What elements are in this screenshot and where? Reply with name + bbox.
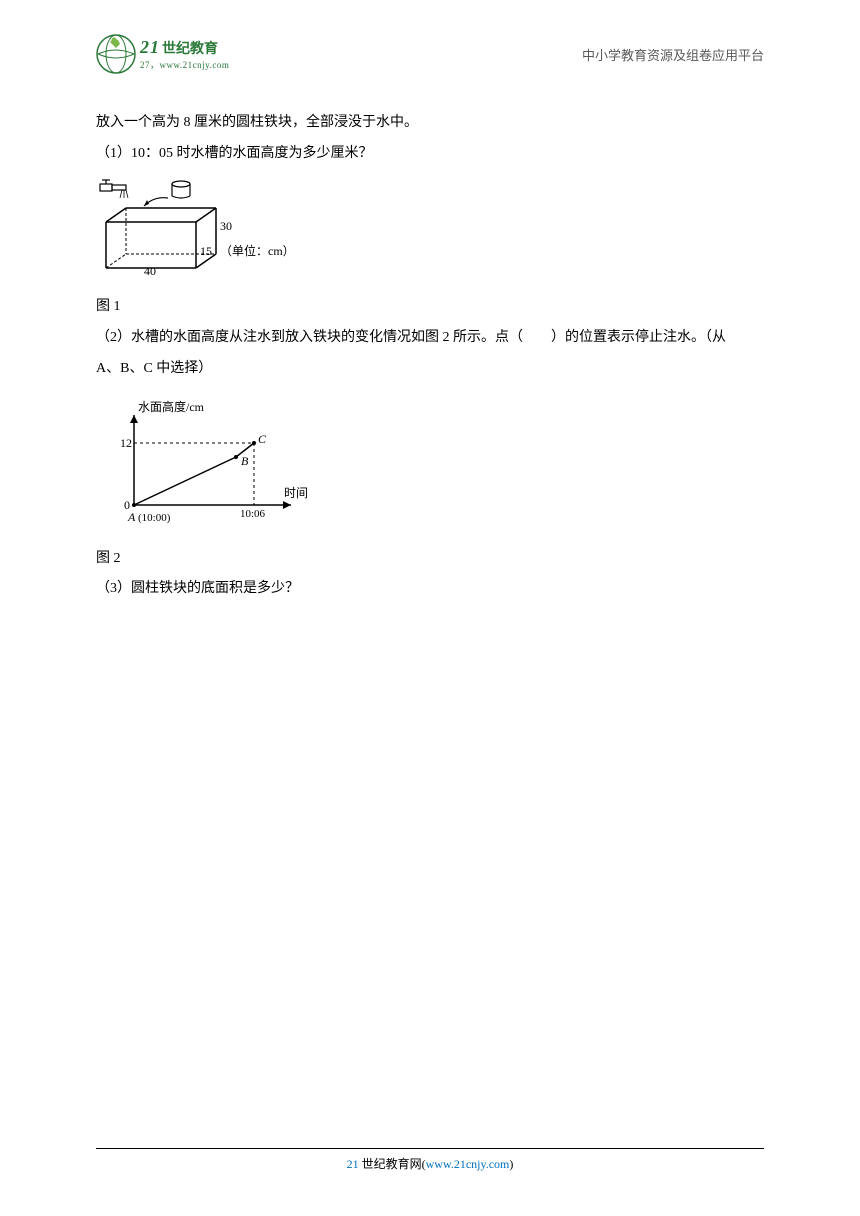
fig2-ylabel: 水面高度/cm bbox=[138, 399, 205, 414]
question-2-part1: （2）水槽的水面高度从注水到放入铁块的变化情况如图 2 所示。点（ ）的位置表示… bbox=[96, 323, 764, 354]
fig2-xlabel: 时间 bbox=[284, 486, 308, 500]
fig1-label-40: 40 bbox=[144, 264, 156, 276]
logo-edu: 世纪教育 bbox=[162, 38, 218, 58]
figure-2: 水面高度/cm 12 0 A (10:00) B C 10:06 时间 bbox=[96, 395, 764, 538]
question-2-part2: A、B、C 中选择） bbox=[96, 354, 764, 385]
fig2-time-end: 10:06 bbox=[240, 508, 266, 520]
logo-text: 21 世纪教育 27，www.21cnjy.com bbox=[140, 37, 229, 71]
logo-url: 27，www.21cnjy.com bbox=[140, 58, 229, 71]
figure-2-caption: 图 2 bbox=[96, 544, 764, 575]
intro-line: 放入一个高为 8 厘米的圆柱铁块，全部浸没于水中。 bbox=[96, 108, 764, 139]
main-content: 放入一个高为 8 厘米的圆柱铁块，全部浸没于水中。 （1）10：05 时水槽的水… bbox=[96, 108, 764, 605]
footer-black1: 世纪教育网( bbox=[359, 1157, 426, 1171]
header-right-text: 中小学教育资源及组卷应用平台 bbox=[582, 45, 764, 64]
figure-1-caption: 图 1 bbox=[96, 292, 764, 323]
page-header: 21 世纪教育 27，www.21cnjy.com 中小学教育资源及组卷应用平台 bbox=[96, 30, 764, 78]
fig2-point-a: A bbox=[127, 510, 136, 524]
question-3: （3）圆柱铁块的底面积是多少？ bbox=[96, 574, 764, 605]
logo-icon bbox=[96, 34, 136, 74]
footer-black2: ) bbox=[509, 1157, 513, 1171]
footer-blue1: 21 bbox=[347, 1157, 359, 1171]
fig2-tick-12: 12 bbox=[120, 436, 132, 450]
logo-big: 21 bbox=[140, 37, 160, 58]
fig2-point-c: C bbox=[258, 432, 267, 446]
fig1-label-30: 30 bbox=[220, 219, 232, 233]
figure-2-svg: 水面高度/cm 12 0 A (10:00) B C 10:06 时间 bbox=[96, 395, 316, 525]
footer-blue2: www.21cnjy.com bbox=[426, 1157, 510, 1171]
fig1-unit: （单位：cm） bbox=[220, 243, 295, 258]
logo: 21 世纪教育 27，www.21cnjy.com bbox=[96, 34, 229, 74]
figure-1-svg: 30 15 （单位：cm） 40 bbox=[96, 178, 296, 276]
fig2-point-b: B bbox=[241, 454, 249, 468]
question-1: （1）10：05 时水槽的水面高度为多少厘米？ bbox=[96, 139, 764, 170]
fig1-label-15: 15 bbox=[200, 244, 212, 258]
fig2-time-a: (10:00) bbox=[138, 512, 171, 524]
figure-1: 30 15 （单位：cm） 40 bbox=[96, 178, 764, 289]
page-footer: 21 世纪教育网(www.21cnjy.com) bbox=[96, 1148, 764, 1172]
